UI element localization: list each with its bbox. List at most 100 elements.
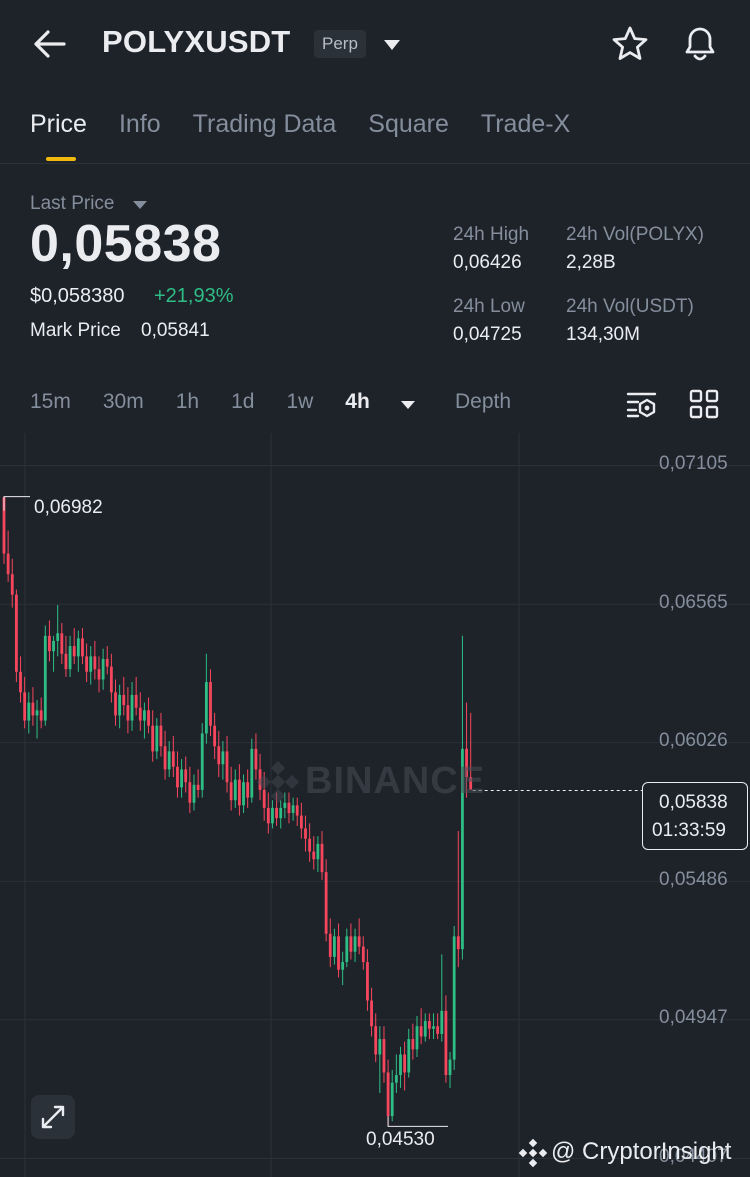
candle-body — [382, 1039, 386, 1073]
candle-body — [64, 653, 68, 670]
high-24h-value: 0,06426 — [453, 252, 522, 273]
candle-body — [242, 782, 245, 806]
candle-body — [353, 936, 357, 952]
mark-price-label: Mark Price — [30, 320, 121, 341]
candle-body — [250, 748, 254, 798]
candle-body — [233, 779, 237, 801]
candle-body — [143, 710, 146, 721]
candle-body — [27, 702, 31, 721]
candle-body — [118, 694, 122, 716]
vol-usdt-value: 134,30M — [566, 324, 640, 345]
candle-body — [419, 1026, 423, 1037]
candle-body — [349, 936, 353, 952]
tabs-divider — [0, 163, 750, 164]
candle-body — [200, 733, 204, 790]
candle-body — [225, 751, 229, 783]
candle-body — [407, 1039, 411, 1073]
symbol-title[interactable]: POLYXUSDT — [102, 24, 291, 59]
bell-icon[interactable] — [680, 22, 720, 64]
candle-body — [52, 640, 55, 652]
candle-body — [93, 656, 97, 670]
low-24h-label: 24h Low — [453, 296, 525, 317]
interval-1h[interactable]: 1h — [175, 390, 200, 413]
candle-body — [436, 1026, 440, 1034]
candle-body — [456, 936, 460, 950]
candle-body — [399, 1054, 402, 1076]
candle-body — [258, 769, 262, 790]
candle-body — [266, 807, 270, 824]
candle-body — [2, 497, 6, 554]
candle-body — [68, 646, 72, 670]
candle-body — [14, 594, 18, 672]
usd-price: $0,058380 — [30, 285, 125, 307]
credit-label: @ CryptorInsight — [551, 1138, 732, 1165]
perp-badge: Perp — [314, 30, 366, 58]
last-price: 0,05838 — [30, 215, 222, 273]
candle-body — [262, 789, 266, 808]
mark-price: 0,05841 — [141, 320, 210, 341]
candle-body — [312, 851, 316, 860]
y-axis-label: 0,05486 — [659, 868, 728, 890]
candle-body — [427, 1021, 431, 1029]
candle-body — [10, 574, 14, 595]
vol-polyx-value: 2,28B — [566, 252, 616, 273]
tab-trade-x[interactable]: Trade-X — [480, 110, 571, 138]
candle-body — [366, 962, 369, 1001]
chevron-down-icon[interactable] — [132, 199, 148, 211]
tab-price[interactable]: Price — [30, 110, 87, 161]
candle-body — [196, 784, 200, 790]
current-price-value: 0,05838 — [659, 792, 728, 813]
layout-grid-icon[interactable] — [688, 388, 720, 420]
favorite-star-icon[interactable] — [610, 24, 650, 64]
candle-body — [105, 658, 109, 667]
high-24h-label: 24h High — [453, 224, 530, 245]
interval-30m[interactable]: 30m — [102, 390, 144, 413]
candle-body — [85, 656, 88, 672]
candle-body — [295, 805, 299, 816]
candle-body — [345, 936, 349, 963]
interval-4h[interactable]: 4h — [345, 390, 370, 413]
depth-tab[interactable]: Depth — [455, 390, 512, 413]
fullscreen-button[interactable] — [31, 1095, 75, 1139]
interval-1w[interactable]: 1w — [286, 390, 314, 413]
chevron-down-icon[interactable] — [400, 399, 416, 411]
candle-body — [254, 748, 258, 770]
low-marker-label: 0,04530 — [366, 1129, 435, 1150]
candle-body — [23, 692, 27, 721]
back-arrow-icon[interactable] — [30, 26, 70, 62]
y-axis-label: 0,06026 — [659, 730, 728, 752]
interval-15m[interactable]: 15m — [30, 390, 71, 413]
candle-body — [167, 751, 171, 770]
tab-info[interactable]: Info — [118, 110, 161, 138]
candle-body — [221, 751, 225, 765]
interval-1d[interactable]: 1d — [231, 390, 255, 413]
candle-body — [151, 725, 155, 752]
candle-body — [469, 777, 473, 790]
candlestick-chart[interactable] — [0, 433, 750, 1177]
high-marker-label: 0,06982 — [34, 497, 103, 518]
indicator-settings-icon[interactable] — [625, 388, 659, 420]
candle-body — [89, 656, 93, 672]
chevron-down-icon[interactable] — [382, 38, 402, 52]
candle-body — [238, 779, 241, 806]
candle-body — [411, 1039, 415, 1050]
candle-body — [337, 936, 340, 970]
candle-body — [361, 946, 365, 963]
candle-body — [35, 710, 39, 716]
tab-square[interactable]: Square — [368, 110, 449, 138]
candle-body — [403, 1054, 407, 1073]
candle-body — [171, 751, 175, 767]
high-marker-leader — [3, 496, 30, 511]
candle-body — [333, 936, 336, 957]
tab-trading-data[interactable]: Trading Data — [192, 110, 337, 138]
candle-body — [448, 1059, 452, 1076]
last-price-label[interactable]: Last Price — [30, 193, 115, 214]
candle-body — [204, 682, 208, 734]
current-price-tag — [642, 782, 748, 850]
interval-bar: 15m 30m 1h 1d 1w 4h — [30, 390, 402, 414]
candle-body — [440, 1010, 444, 1034]
candle-body — [386, 1072, 390, 1117]
candle-body — [316, 843, 320, 860]
candle-body — [192, 784, 196, 803]
candle-body — [39, 710, 43, 721]
